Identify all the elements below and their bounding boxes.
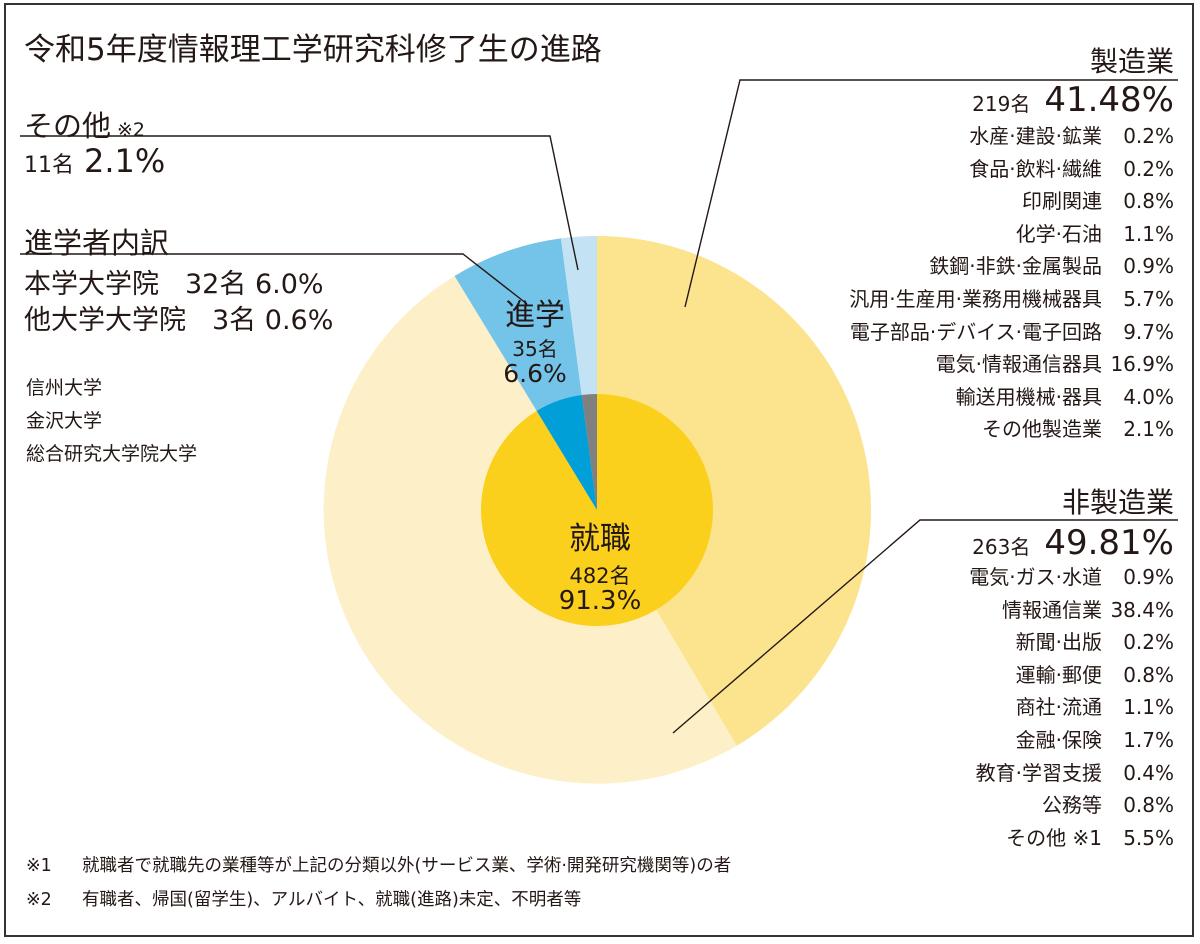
graduate-row-value: 3名 0.6% bbox=[212, 305, 334, 336]
non-manufacturing-item: 新聞·出版 0.2% bbox=[969, 626, 1174, 659]
non-manufacturing-item: その他 ※1 5.5% bbox=[969, 822, 1174, 855]
manufacturing-item-pct: 0.2% bbox=[1123, 156, 1174, 181]
non-manufacturing-item-name: 新聞·出版 bbox=[1015, 630, 1102, 655]
manufacturing-item: 水産·建設·鉱業 0.2% bbox=[849, 120, 1174, 153]
non-manufacturing-item: 電気·ガス·水道 0.9% bbox=[969, 561, 1174, 594]
other-values: 11名 2.1% bbox=[24, 142, 165, 180]
graduate-slice-count: 35名 bbox=[512, 337, 558, 361]
non-manufacturing-item: 教育·学習支援 0.4% bbox=[969, 757, 1174, 790]
manufacturing-breakdown-list: 水産·建設·鉱業 0.2% 食品·飲料·繊維 0.2% 印刷関連 0.8% 化学·石油 1.1… bbox=[849, 120, 1174, 446]
manufacturing-item: 汎用·生産用·業務用機械器具 5.7% bbox=[849, 283, 1174, 316]
footnote-mark: ※2 bbox=[26, 890, 52, 910]
footnote-mark: ※1 bbox=[26, 856, 52, 876]
manufacturing-values: 219名 41.48% bbox=[972, 80, 1174, 120]
non-manufacturing-item-name: 金融·保険 bbox=[1015, 727, 1102, 752]
footnote: ※1 就職者で就職先の業種等が上記の分類以外(サービス業、学術·開発研究機関等)の… bbox=[26, 852, 731, 877]
non-manufacturing-item: 運輸·郵便 0.8% bbox=[969, 659, 1174, 692]
manufacturing-item-name: 印刷関連 bbox=[1022, 189, 1102, 214]
non-manufacturing-item-name: 運輸·郵便 bbox=[1015, 662, 1102, 687]
graduate-breakdown-heading: 進学者内訳 bbox=[24, 226, 170, 260]
employment-slice-pct: 91.3% bbox=[558, 586, 642, 616]
manufacturing-count: 219名 bbox=[972, 92, 1031, 116]
university-item: 金沢大学 bbox=[26, 410, 103, 432]
graduate-row-name: 本学大学院 bbox=[24, 269, 159, 300]
graduate-row-value: 32名 6.0% bbox=[185, 269, 324, 300]
non-manufacturing-heading: 非製造業 bbox=[1061, 486, 1174, 519]
non-manufacturing-breakdown-list: 電気·ガス·水道 0.9% 情報通信業 38.4% 新聞·出版 0.2% 運輸·郵便 0.8%… bbox=[969, 561, 1174, 854]
manufacturing-pct: 41.48% bbox=[1044, 80, 1174, 120]
non-manufacturing-item-pct: 1.1% bbox=[1123, 695, 1174, 720]
university-item: 信州大学 bbox=[26, 377, 103, 399]
manufacturing-item: その他製造業 2.1% bbox=[849, 413, 1174, 446]
non-manufacturing-item-pct: 0.4% bbox=[1123, 760, 1174, 785]
non-manufacturing-item-name: 電気·ガス·水道 bbox=[969, 565, 1102, 589]
graduate-slice-pct: 6.6% bbox=[503, 359, 567, 388]
manufacturing-item: 電子部品·デバイス·電子回路 9.7% bbox=[849, 316, 1174, 349]
manufacturing-item-name: 化学·石油 bbox=[1015, 221, 1102, 246]
manufacturing-item: 鉄鋼·非鉄·金属製品 0.9% bbox=[849, 250, 1174, 283]
manufacturing-item: 食品·飲料·繊維 0.2% bbox=[849, 153, 1174, 186]
employment-slice-label: 就職 bbox=[569, 521, 631, 557]
chart-title: 令和5年度情報理工学研究科修了生の進路 bbox=[24, 32, 602, 68]
manufacturing-item-name: 電気·情報通信器具 bbox=[935, 352, 1102, 377]
manufacturing-item-pct: 16.9% bbox=[1110, 352, 1174, 377]
non-manufacturing-pct: 49.81% bbox=[1044, 523, 1174, 563]
other-note-mark: ※2 bbox=[117, 119, 146, 141]
non-manufacturing-item-pct: 1.7% bbox=[1123, 727, 1174, 752]
manufacturing-heading: 製造業 bbox=[1089, 45, 1174, 78]
non-manufacturing-item-pct: 0.2% bbox=[1123, 630, 1174, 655]
graduate-slice-label: 進学 bbox=[505, 298, 565, 333]
graduate-row: 本学大学院 32名 6.0% bbox=[24, 262, 324, 301]
non-manufacturing-count: 263名 bbox=[972, 535, 1031, 559]
graduate-row: 他大学大学院 3名 0.6% bbox=[24, 298, 333, 337]
other-heading: その他 ※2 bbox=[24, 103, 145, 145]
non-manufacturing-values: 263名 49.81% bbox=[972, 523, 1174, 563]
manufacturing-item: 印刷関連 0.8% bbox=[849, 185, 1174, 218]
manufacturing-item-pct: 2.1% bbox=[1123, 417, 1174, 442]
manufacturing-item-pct: 0.2% bbox=[1123, 124, 1174, 148]
manufacturing-item: 電気·情報通信器具 16.9% bbox=[849, 348, 1174, 381]
other-label: その他 bbox=[24, 109, 112, 143]
non-manufacturing-item: 商社·流通 1.1% bbox=[969, 691, 1174, 724]
manufacturing-item-pct: 1.1% bbox=[1123, 221, 1174, 246]
manufacturing-item-name: 輸送用機械·器具 bbox=[955, 384, 1102, 409]
manufacturing-item-pct: 0.8% bbox=[1123, 189, 1174, 214]
non-manufacturing-item-pct: 5.5% bbox=[1123, 825, 1174, 850]
manufacturing-item-pct: 0.9% bbox=[1123, 254, 1174, 279]
non-manufacturing-item-name: 情報通信業 bbox=[1002, 597, 1102, 622]
other-pct: 2.1% bbox=[84, 142, 166, 180]
manufacturing-item-name: 電子部品·デバイス·電子回路 bbox=[849, 319, 1102, 344]
non-manufacturing-item: 公務等 0.8% bbox=[969, 789, 1174, 822]
university-item: 総合研究大学院大学 bbox=[26, 443, 198, 465]
footnote-text: 有職者、帰国(留学生)、アルバイト、就職(進路)未定、不明者等 bbox=[82, 890, 582, 910]
manufacturing-item-name: 食品·飲料·繊維 bbox=[969, 156, 1102, 181]
graduate-row-name: 他大学大学院 bbox=[24, 305, 186, 336]
non-manufacturing-item: 情報通信業 38.4% bbox=[969, 594, 1174, 627]
manufacturing-item-name: 水産·建設·鉱業 bbox=[969, 124, 1102, 148]
manufacturing-item: 化学·石油 1.1% bbox=[849, 218, 1174, 251]
manufacturing-item-name: 汎用·生産用·業務用機械器具 bbox=[849, 286, 1102, 311]
footnote-text: 就職者で就職先の業種等が上記の分類以外(サービス業、学術·開発研究機関等)の者 bbox=[82, 856, 732, 876]
other-count: 11名 bbox=[24, 153, 74, 178]
manufacturing-item-name: その他製造業 bbox=[982, 417, 1102, 442]
non-manufacturing-item-name: 商社·流通 bbox=[1015, 695, 1102, 720]
non-manufacturing-item-name: その他 ※1 bbox=[1006, 825, 1102, 850]
non-manufacturing-item-pct: 0.9% bbox=[1123, 565, 1174, 589]
non-manufacturing-item-pct: 0.8% bbox=[1123, 793, 1174, 818]
non-manufacturing-item: 金融·保険 1.7% bbox=[969, 724, 1174, 757]
manufacturing-item-pct: 5.7% bbox=[1123, 286, 1174, 311]
manufacturing-item-name: 鉄鋼·非鉄·金属製品 bbox=[929, 254, 1102, 279]
manufacturing-item: 輸送用機械·器具 4.0% bbox=[849, 381, 1174, 414]
non-manufacturing-item-name: 教育·学習支援 bbox=[975, 760, 1102, 785]
manufacturing-item-pct: 9.7% bbox=[1123, 319, 1174, 344]
chart-frame bbox=[4, 3, 1194, 937]
non-manufacturing-item-pct: 0.8% bbox=[1123, 662, 1174, 687]
footnote: ※2 有職者、帰国(留学生)、アルバイト、就職(進路)未定、不明者等 bbox=[26, 886, 581, 911]
employment-slice-count: 482名 bbox=[569, 564, 631, 588]
manufacturing-item-pct: 4.0% bbox=[1123, 384, 1174, 409]
non-manufacturing-item-pct: 38.4% bbox=[1110, 597, 1174, 622]
non-manufacturing-item-name: 公務等 bbox=[1042, 793, 1102, 818]
